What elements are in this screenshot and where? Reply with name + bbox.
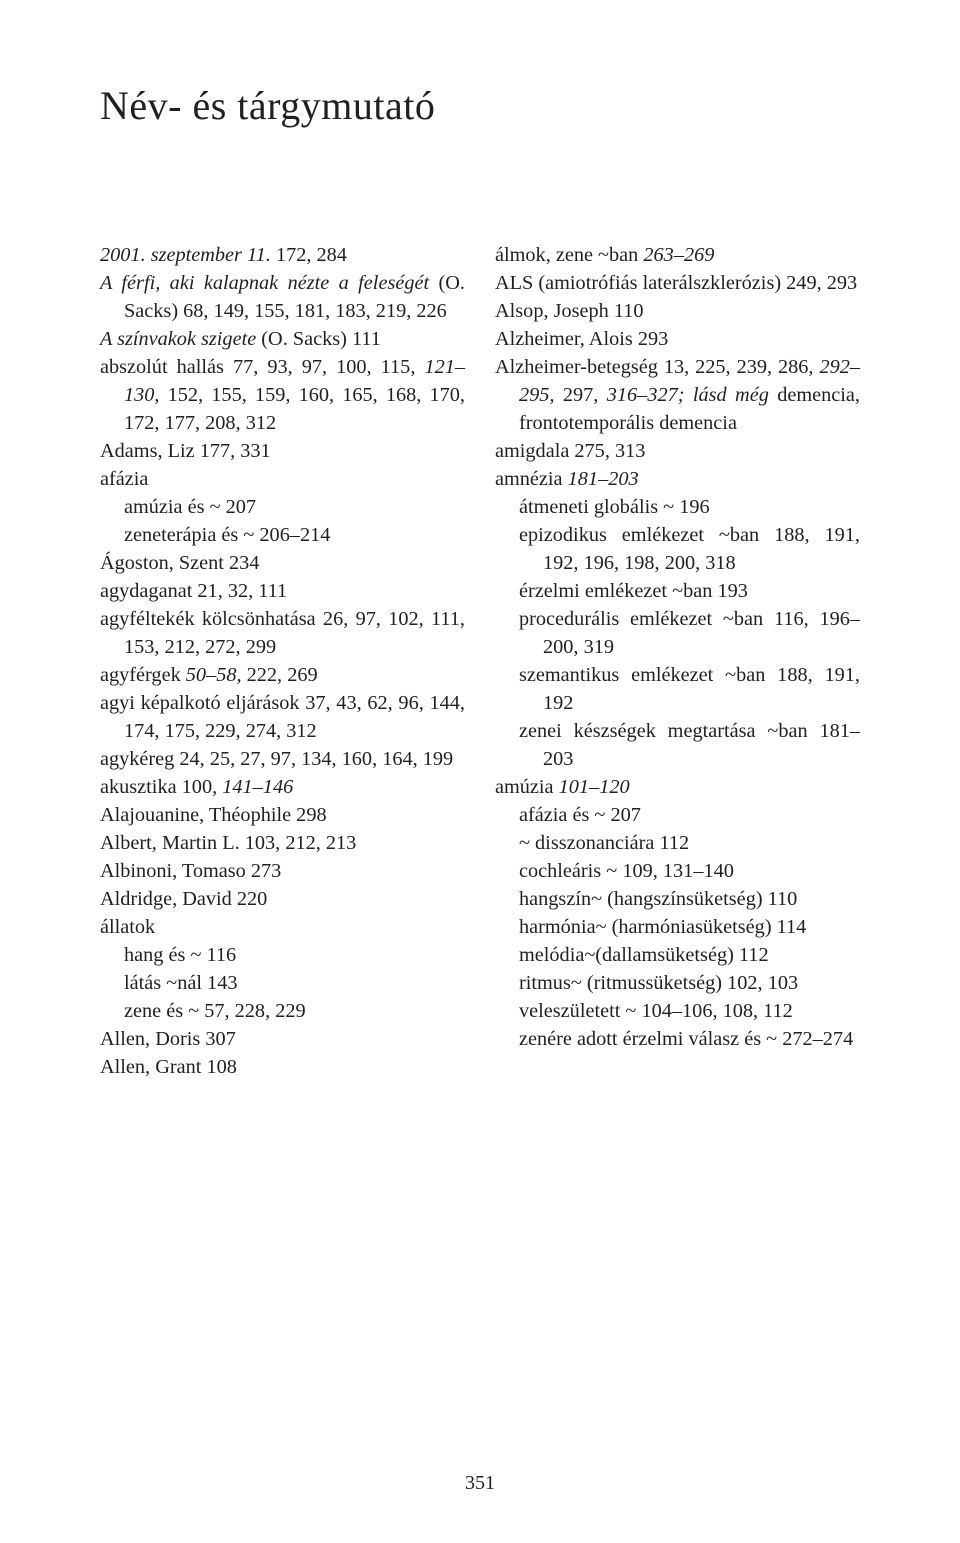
index-entry: állatok [100,913,465,941]
index-entry: 2001. szeptember 11. 172, 284 [100,241,465,269]
index-subentry: átmeneti globális ~ 196 [495,493,860,521]
index-entry: Alzheimer, Alois 293 [495,325,860,353]
index-entry: Allen, Grant 108 [100,1053,465,1081]
index-subentry: amúzia és ~ 207 [100,493,465,521]
index-subentry: epizodikus emlékezet ~ban 188, 191, 192,… [495,521,860,577]
index-subentry: látás ~nál 143 [100,969,465,997]
index-entry: akusztika 100, 141–146 [100,773,465,801]
index-entry: ALS (amiotrófiás laterálszklerózis) 249,… [495,269,860,297]
index-subentry: zene és ~ 57, 228, 229 [100,997,465,1025]
index-entry: agyi képalkotó eljárások 37, 43, 62, 96,… [100,689,465,745]
index-entry: abszolút hallás 77, 93, 97, 100, 115, 12… [100,353,465,437]
index-entry: agydaganat 21, 32, 111 [100,577,465,605]
index-entry: álmok, zene ~ban 263–269 [495,241,860,269]
index-subentry: zenére adott érzelmi válasz és ~ 272–274 [495,1025,860,1053]
page-title: Név- és tárgymutató [100,82,860,129]
index-subentry: procedurális emlékezet ~ban 116, 196–200… [495,605,860,661]
index-entry: Alajouanine, Théophile 298 [100,801,465,829]
index-subentry: ~ disszonanciára 112 [495,829,860,857]
index-entry: agyféltekék kölcsönhatása 26, 97, 102, 1… [100,605,465,661]
index-subentry: hangszín~ (hangszínsüketség) 110 [495,885,860,913]
index-subentry: harmónia~ (harmóniasüketség) 114 [495,913,860,941]
index-subentry: szemantikus emlékezet ~ban 188, 191, 192 [495,661,860,717]
index-entry: amúzia 101–120 [495,773,860,801]
index-entry: Alsop, Joseph 110 [495,297,860,325]
index-entry: agyférgek 50–58, 222, 269 [100,661,465,689]
index-column-left: 2001. szeptember 11. 172, 284A férfi, ak… [100,241,465,1081]
index-entry: A színvakok szigete (O. Sacks) 111 [100,325,465,353]
index-subentry: zeneterápia és ~ 206–214 [100,521,465,549]
index-entry: amigdala 275, 313 [495,437,860,465]
index-entry: A férfi, aki kalapnak nézte a feleségét … [100,269,465,325]
index-entry: Ágoston, Szent 234 [100,549,465,577]
index-entry: Adams, Liz 177, 331 [100,437,465,465]
index-subentry: hang és ~ 116 [100,941,465,969]
index-subentry: veleszületett ~ 104–106, 108, 112 [495,997,860,1025]
index-entry: Alzheimer-betegség 13, 225, 239, 286, 29… [495,353,860,437]
index-subentry: ritmus~ (ritmussüketség) 102, 103 [495,969,860,997]
index-entry: afázia [100,465,465,493]
index-subentry: zenei készségek megtartása ~ban 181–203 [495,717,860,773]
index-subentry: érzelmi emlékezet ~ban 193 [495,577,860,605]
index-entry: Albert, Martin L. 103, 212, 213 [100,829,465,857]
index-subentry: afázia és ~ 207 [495,801,860,829]
index-columns: 2001. szeptember 11. 172, 284A férfi, ak… [100,241,860,1081]
index-entry: amnézia 181–203 [495,465,860,493]
index-subentry: cochleáris ~ 109, 131–140 [495,857,860,885]
index-entry: Aldridge, David 220 [100,885,465,913]
index-column-right: álmok, zene ~ban 263–269ALS (amiotrófiás… [495,241,860,1081]
page-number: 351 [0,1472,960,1495]
index-page: Név- és tárgymutató 2001. szeptember 11.… [0,0,960,1543]
index-entry: agykéreg 24, 25, 27, 97, 134, 160, 164, … [100,745,465,773]
index-entry: Albinoni, Tomaso 273 [100,857,465,885]
index-entry: Allen, Doris 307 [100,1025,465,1053]
index-subentry: melódia~(dallamsüketség) 112 [495,941,860,969]
